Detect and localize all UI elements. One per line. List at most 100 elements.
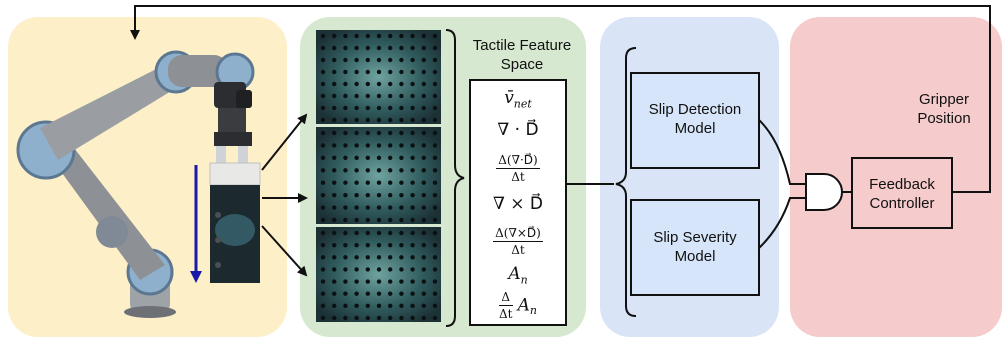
feature-divergence-rate: Δ(∇·D⃗) Δt — [496, 153, 540, 184]
marker-dot — [410, 45, 415, 51]
marker-dot — [432, 267, 438, 272]
marker-dot — [410, 315, 415, 321]
marker-dot — [432, 279, 438, 284]
marker-dot — [421, 242, 426, 248]
marker-dot — [421, 117, 426, 123]
marker-dot — [388, 315, 393, 321]
marker-dot — [432, 291, 438, 296]
marker-dot — [388, 291, 393, 296]
marker-dot — [421, 205, 426, 210]
marker-dot — [354, 117, 359, 123]
marker-dot — [354, 45, 359, 51]
marker-dot — [399, 192, 404, 198]
marker-dot — [320, 117, 326, 123]
tactile-image-strip — [316, 30, 441, 322]
marker-dot — [421, 180, 426, 185]
marker-dot — [354, 217, 359, 223]
marker-dot — [320, 130, 326, 136]
marker-dot — [365, 93, 370, 99]
marker-dot — [399, 33, 404, 39]
marker-dot — [320, 155, 326, 161]
marker-dot — [432, 205, 438, 210]
feedback-controller-box — [851, 157, 953, 229]
marker-dot — [399, 69, 404, 75]
marker-dot — [432, 45, 438, 51]
slip-severity-model-label: Slip Severity Model — [653, 229, 737, 265]
marker-dot — [332, 315, 337, 321]
marker-dot — [365, 217, 370, 223]
marker-dot — [320, 205, 326, 210]
marker-dot — [343, 45, 348, 51]
marker-dot — [365, 130, 370, 136]
marker-dot — [399, 315, 404, 321]
marker-dot — [354, 81, 359, 87]
marker-dot — [320, 315, 326, 321]
marker-dot — [399, 303, 404, 309]
marker-dot — [376, 45, 382, 51]
marker-dot — [399, 168, 404, 173]
marker-dot — [388, 168, 393, 173]
marker-dot — [320, 81, 326, 87]
marker-dot — [388, 217, 393, 223]
marker-dot — [365, 117, 370, 123]
marker-dot — [343, 255, 348, 260]
marker-dot — [399, 255, 404, 260]
marker-dot — [388, 69, 393, 75]
marker-dot — [388, 242, 393, 248]
marker-dot — [388, 279, 393, 284]
marker-dot — [421, 57, 426, 63]
marker-dot — [388, 180, 393, 185]
marker-dot — [343, 291, 348, 296]
marker-dot — [354, 303, 359, 309]
marker-dot — [388, 117, 393, 123]
marker-dot — [376, 267, 382, 272]
marker-dot — [365, 45, 370, 51]
marker-dot — [376, 291, 382, 296]
marker-dot — [399, 155, 404, 161]
marker-dot — [354, 33, 359, 39]
marker-dot — [388, 255, 393, 260]
marker-dot — [376, 69, 382, 75]
marker-dot — [365, 69, 370, 75]
feature-curl-rate: Δ(∇×D⃗) Δt — [493, 226, 543, 257]
marker-dot — [365, 143, 370, 148]
marker-dot — [410, 242, 415, 248]
marker-dot — [410, 303, 415, 309]
marker-dot — [421, 267, 426, 272]
marker-dot — [365, 303, 370, 309]
marker-dot — [320, 45, 326, 51]
marker-dot — [376, 279, 382, 284]
marker-dot — [365, 155, 370, 161]
marker-dot — [388, 33, 393, 39]
marker-dot — [332, 168, 337, 173]
feature-area-rate: Δ Δt An — [499, 290, 537, 321]
marker-dot — [332, 93, 337, 99]
marker-dot — [376, 130, 382, 136]
tactile-feature-space-label: Tactile Feature Space — [472, 37, 572, 73]
robot-arm-icon — [16, 50, 255, 318]
marker-dot — [410, 57, 415, 63]
marker-dot — [432, 57, 438, 63]
marker-dot — [410, 69, 415, 75]
marker-dot — [410, 192, 415, 198]
marker-dot — [410, 255, 415, 260]
slip-detection-model-box — [630, 72, 760, 169]
marker-dot — [432, 180, 438, 185]
marker-dot — [320, 255, 326, 260]
marker-dot — [343, 230, 348, 236]
marker-dot — [399, 93, 404, 99]
slip-detection-model-label: Slip Detection Model — [648, 101, 742, 137]
marker-dot — [320, 192, 326, 198]
marker-dot — [332, 255, 337, 260]
marker-dot — [376, 205, 382, 210]
marker-dot — [421, 93, 426, 99]
marker-dot — [343, 192, 348, 198]
marker-dot — [421, 105, 426, 111]
marker-dot — [376, 242, 382, 248]
marker-dot — [432, 81, 438, 87]
marker-dot — [399, 267, 404, 272]
marker-dot — [388, 192, 393, 198]
feature-list: v̄net ∇ · D⃗ Δ(∇·D⃗) Δt ∇ × D⃗ Δ(∇×D⃗) Δt … — [470, 80, 566, 325]
marker-dot — [332, 155, 337, 161]
